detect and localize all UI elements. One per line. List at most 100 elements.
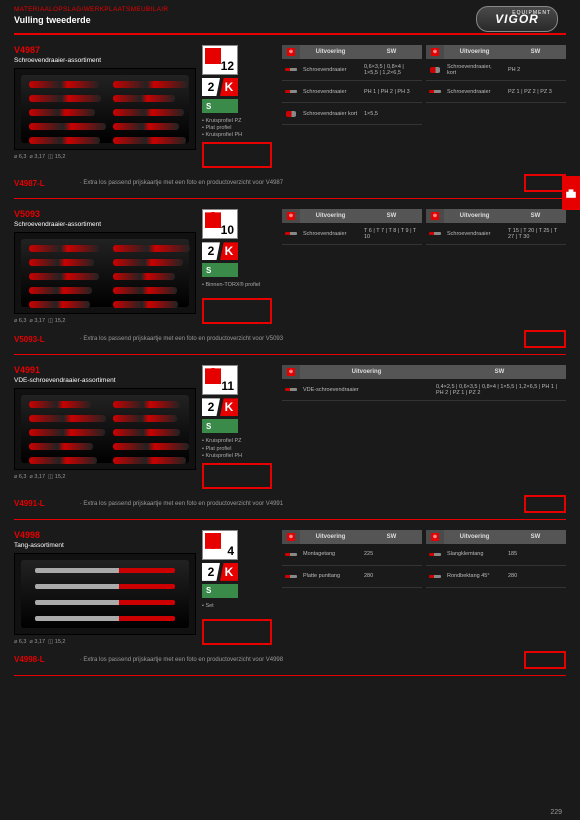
- cell-sw: 225: [361, 544, 422, 565]
- puzzle-icon: [205, 368, 221, 384]
- spec-table: ⊕ Uitvoering SW Montagetang 225 Platte p…: [282, 530, 422, 645]
- variant-sku: V4991-L: [14, 499, 74, 508]
- col-uitvoering: Uitvoering: [300, 365, 433, 379]
- row-icon: [426, 59, 444, 80]
- product-block: V5093 Schroevendraaier-assortiment ⌀ 6,3…: [14, 199, 566, 324]
- cell-uitvoering: Montagetang: [300, 544, 361, 565]
- row-icon: [282, 379, 300, 400]
- table-row: Schroevendraaier T 15 | T 20 | T 25 | T …: [426, 223, 566, 245]
- icon-col-header: ⊕: [282, 209, 300, 223]
- cell-sw: PZ 1 | PZ 2 | PZ 3: [505, 81, 566, 102]
- module-size-badge: 2K: [202, 563, 238, 581]
- product-dimensions: ⌀ 6,3⌀ 3,17◫ 15,2: [14, 639, 196, 645]
- spec-table: ⊕ Uitvoering SW Slangklemtang 185 Rondbe…: [426, 530, 566, 645]
- piece-count-badge: 10: [202, 209, 238, 239]
- cell-sw: PH 2: [505, 59, 566, 80]
- piece-count: 11: [221, 379, 234, 393]
- row-icon: [426, 566, 444, 587]
- feature-bullets: • Kruisprofiel PZ• Plat profiel• Kruispr…: [202, 438, 276, 459]
- type-chip-icon: ⊕: [431, 212, 439, 220]
- table-header: ⊕ Uitvoering SW: [282, 530, 422, 544]
- product-sku: V4991: [14, 365, 196, 375]
- product-sku: V4998: [14, 530, 196, 540]
- variant-row: V4998-L ∙ Extra los passend prijskaartje…: [14, 651, 566, 669]
- table-header: ⊕ Uitvoering SW: [282, 365, 566, 379]
- puzzle-icon: [205, 48, 221, 64]
- variant-price-box: [524, 174, 566, 192]
- cell-uitvoering: Schroevendraaier: [444, 81, 505, 102]
- product-block: V4987 Schroevendraaier-assortiment ⌀ 6,3…: [14, 35, 566, 168]
- dim: ⌀ 3,17: [30, 318, 46, 324]
- cell-sw: PH 1 | PH 2 | PH 3: [361, 81, 422, 102]
- icon-col-header: ⊕: [426, 45, 444, 59]
- spec-table: ⊕ Uitvoering SW Schroevendraaier 0,6×3,5…: [282, 45, 422, 168]
- product-name: Schroevendraaier-assortiment: [14, 221, 196, 228]
- cell-uitvoering: Platte punttang: [300, 566, 361, 587]
- spec-table: ⊕ Uitvoering SW VDE-schroevendraaier 0,4…: [282, 365, 566, 488]
- product-name: VDE-schroevendraaier-assortiment: [14, 377, 196, 384]
- cell-sw: T 6 | T 7 | T 8 | T 9 | T 10: [361, 223, 422, 244]
- cell-uitvoering: Schroevendraaier: [300, 81, 361, 102]
- row-icon: [426, 544, 444, 565]
- variant-sku: V4987-L: [14, 179, 74, 188]
- cell-sw: 0,6×3,5 | 0,8×4 | 1×5,5 | 1,2×6,5: [361, 59, 422, 80]
- table-header: ⊕ Uitvoering SW: [426, 45, 566, 59]
- cell-uitvoering: Slangklemtang: [444, 544, 505, 565]
- product-name: Schroevendraaier-assortiment: [14, 57, 196, 64]
- type-chip-icon: ⊕: [287, 212, 295, 220]
- dim: ⌀ 3,17: [30, 154, 46, 160]
- icon-col-header: ⊕: [282, 530, 300, 544]
- cell-uitvoering: Schroevendraaier, kort: [444, 59, 505, 80]
- s-badge: S: [202, 99, 238, 113]
- cell-sw: 280: [361, 566, 422, 587]
- table-row: Montagetang 225: [282, 544, 422, 566]
- variant-text: ∙ Extra los passend prijskaartje met een…: [80, 657, 518, 663]
- section-divider: [14, 675, 566, 676]
- product-dimensions: ⌀ 6,3⌀ 3,17◫ 15,2: [14, 318, 196, 324]
- icon-col-header: ⊕: [426, 209, 444, 223]
- module-size-badge: 2K: [202, 398, 238, 416]
- spec-table: ⊕ Uitvoering SW Schroevendraaier T 6 | T…: [282, 209, 422, 324]
- puzzle-icon: [205, 212, 221, 228]
- feature-bullets: • Set: [202, 603, 276, 610]
- col-uitvoering: Uitvoering: [300, 530, 361, 544]
- table-header: ⊕ Uitvoering SW: [282, 209, 422, 223]
- cell-uitvoering: Schroevendraaier: [300, 59, 361, 80]
- dim: ◫ 15,2: [48, 639, 65, 645]
- table-row: Schroevendraaier kort 1×5,5: [282, 103, 422, 125]
- cell-uitvoering: Schroevendraaier kort: [300, 103, 361, 124]
- product-dimensions: ⌀ 6,3⌀ 3,17◫ 15,2: [14, 474, 196, 480]
- col-sw: SW: [505, 209, 566, 223]
- piece-count: 4: [227, 544, 234, 558]
- piece-count-badge: 12: [202, 45, 238, 75]
- variant-text: ∙ Extra los passend prijskaartje met een…: [80, 336, 518, 342]
- feature-bullets: • Kruisprofiel PZ• Plat profiel• Kruispr…: [202, 118, 276, 139]
- variant-price-box: [524, 651, 566, 669]
- cell-sw: 280: [505, 566, 566, 587]
- dim: ⌀ 6,3: [14, 154, 27, 160]
- dim: ◫ 15,2: [48, 154, 65, 160]
- cell-sw: 185: [505, 544, 566, 565]
- cell-uitvoering: VDE-schroevendraaier: [300, 379, 433, 400]
- variant-row: V4991-L ∙ Extra los passend prijskaartje…: [14, 495, 566, 513]
- feature-bullets: • Binnen-TORX® profiel: [202, 282, 276, 289]
- col-sw: SW: [361, 209, 422, 223]
- col-uitvoering: Uitvoering: [444, 45, 505, 59]
- table-row: Schroevendraaier 0,6×3,5 | 0,8×4 | 1×5,5…: [282, 59, 422, 81]
- module-size-badge: 2K: [202, 78, 238, 96]
- col-sw: SW: [505, 530, 566, 544]
- cell-sw: T 15 | T 20 | T 25 | T 27 | T 30: [505, 223, 566, 244]
- cell-uitvoering: Schroevendraaier: [300, 223, 361, 244]
- col-uitvoering: Uitvoering: [444, 530, 505, 544]
- table-row: Schroevendraaier PZ 1 | PZ 2 | PZ 3: [426, 81, 566, 103]
- dim: ⌀ 3,17: [30, 639, 46, 645]
- col-sw: SW: [361, 530, 422, 544]
- col-uitvoering: Uitvoering: [444, 209, 505, 223]
- col-sw: SW: [361, 45, 422, 59]
- row-icon: [426, 81, 444, 102]
- cell-uitvoering: Schroevendraaier: [444, 223, 505, 244]
- product-photo: [14, 553, 196, 635]
- dim: ⌀ 6,3: [14, 474, 27, 480]
- price-box: [202, 298, 272, 324]
- product-dimensions: ⌀ 6,3⌀ 3,17◫ 15,2: [14, 154, 196, 160]
